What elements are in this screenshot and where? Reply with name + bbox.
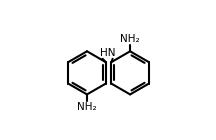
Text: HN: HN xyxy=(100,48,115,58)
Text: NH₂: NH₂ xyxy=(77,102,97,112)
Text: NH₂: NH₂ xyxy=(120,34,140,44)
